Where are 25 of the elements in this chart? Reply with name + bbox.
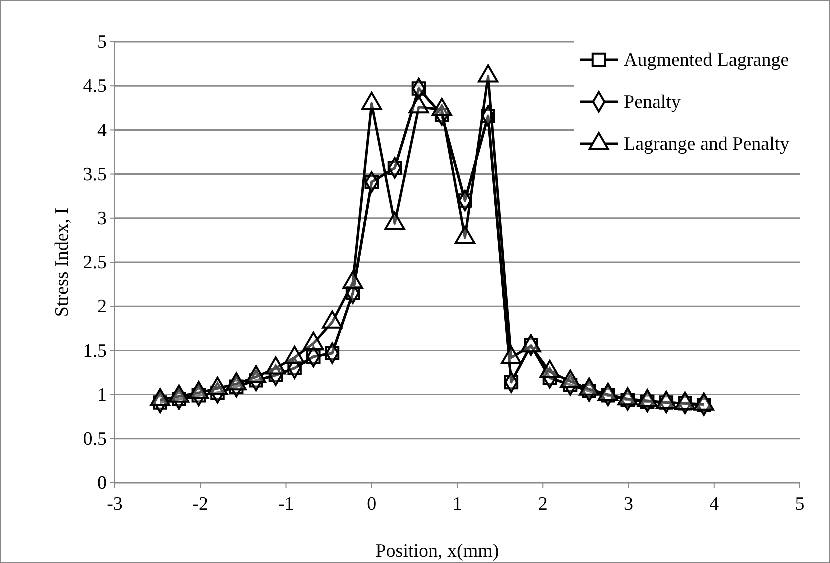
y-tick-label: 3 — [98, 208, 107, 230]
y-tick-label: 2.5 — [83, 252, 107, 274]
y-tick-label: 0.5 — [83, 428, 107, 450]
y-tick-label: 4.5 — [83, 76, 107, 98]
y-tick-label: 2 — [98, 296, 107, 318]
x-axis-title: Position, x(mm) — [376, 541, 500, 562]
legend-label: Penalty — [624, 92, 682, 113]
x-tick-label: -1 — [278, 494, 294, 515]
y-tick-label: 3.5 — [83, 164, 107, 186]
y-tick-label: 1 — [98, 384, 107, 406]
y-tick-label: 0 — [98, 473, 107, 494]
x-tick-label: 0 — [367, 494, 377, 515]
legend-label: Lagrange and Penalty — [624, 134, 790, 155]
y-axis-title: Stress Index, I — [52, 208, 73, 318]
legend-label: Augmented Lagrange — [624, 50, 790, 71]
x-tick-label: 1 — [452, 494, 462, 515]
y-tick-label: 1.5 — [83, 340, 107, 362]
x-tick-label: 2 — [538, 494, 548, 515]
x-tick-label: 4 — [710, 494, 720, 515]
y-tick-label: 5 — [98, 32, 107, 54]
x-tick-label: -2 — [192, 494, 209, 515]
x-tick-label: 5 — [795, 494, 805, 515]
x-tick-label: 3 — [624, 494, 634, 515]
y-tick-label: 4 — [98, 120, 108, 142]
x-tick-label: -3 — [107, 494, 123, 515]
